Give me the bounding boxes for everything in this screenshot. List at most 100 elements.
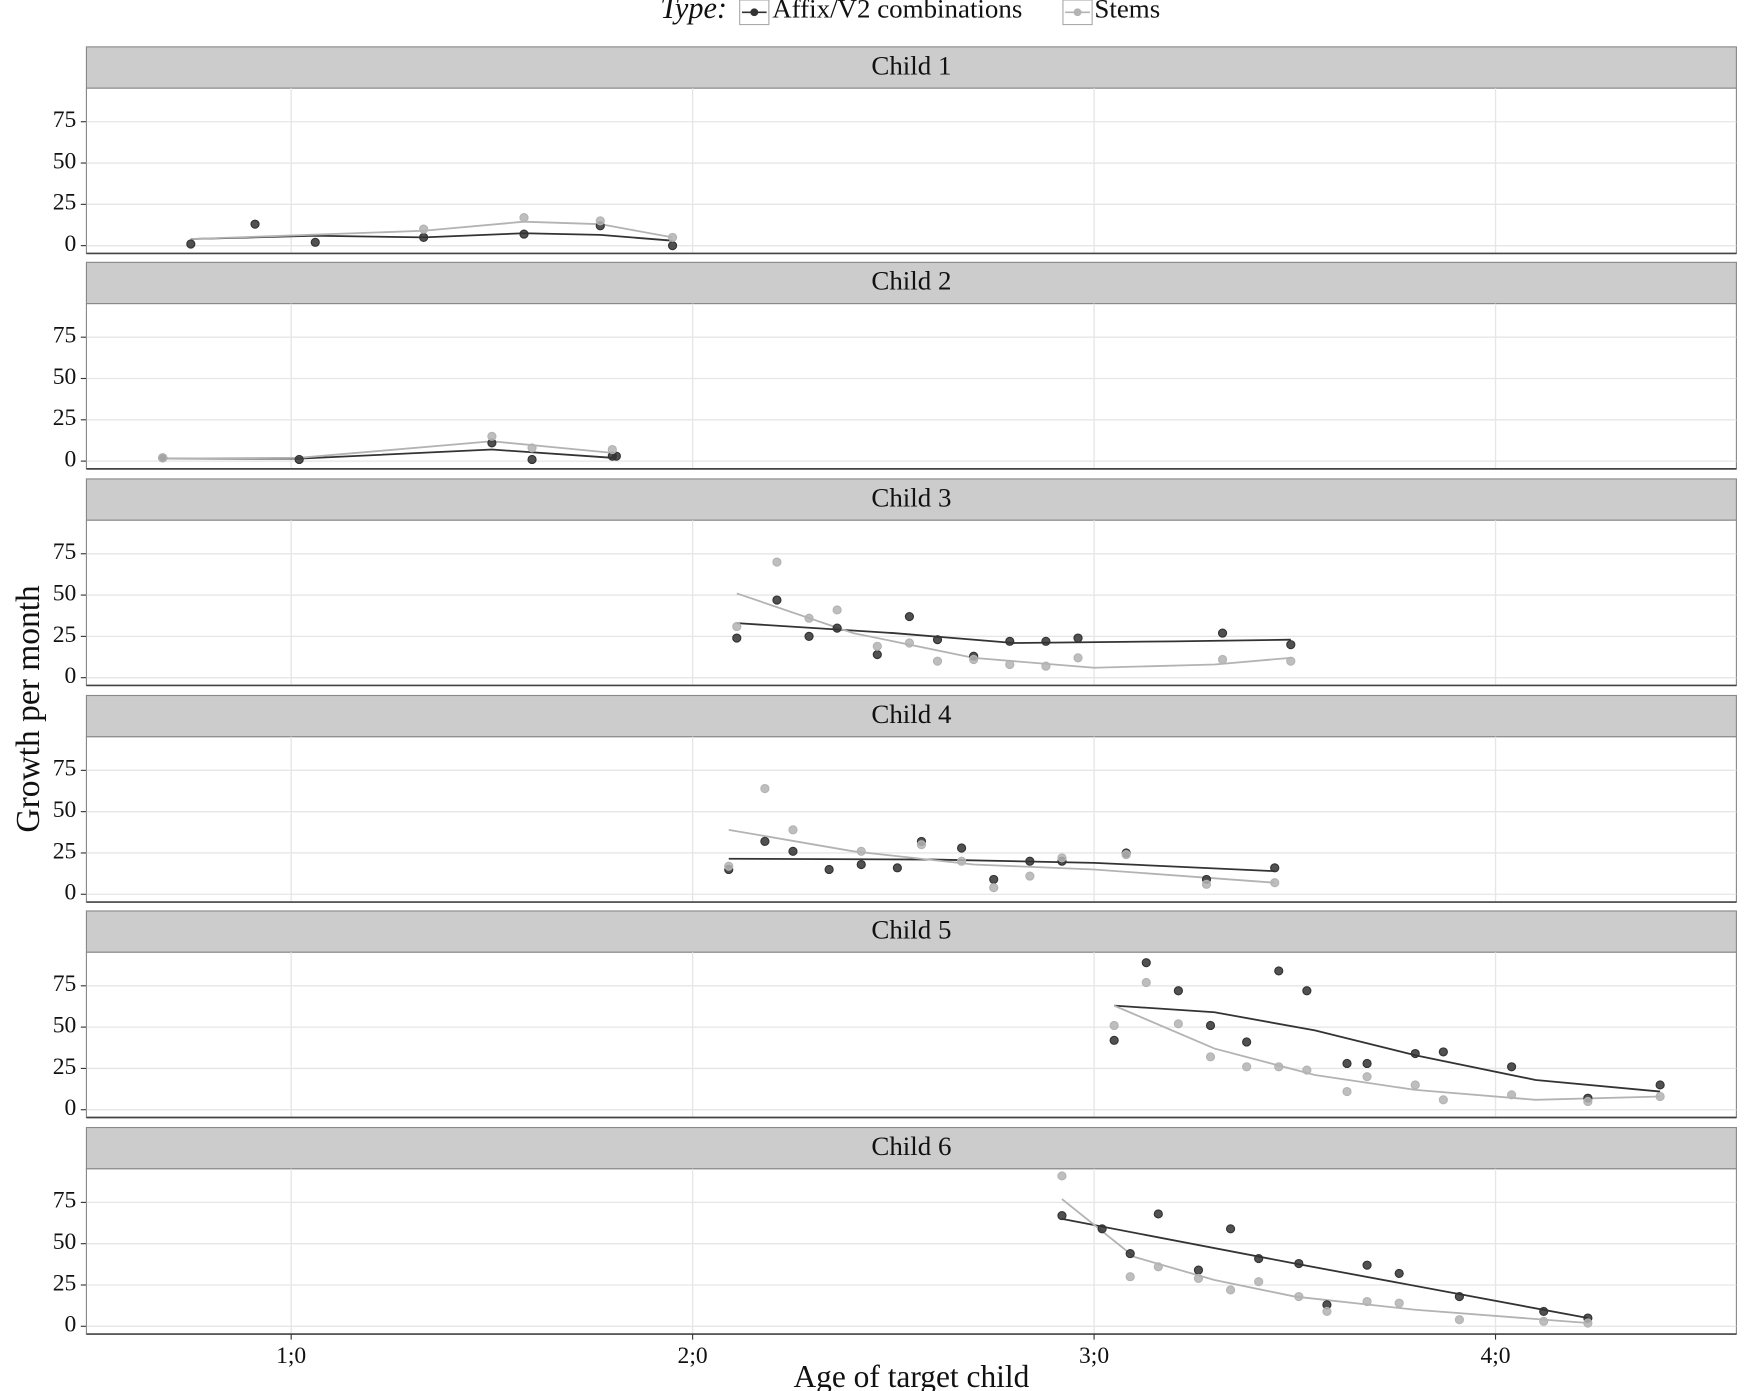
y-tick-label: 50 xyxy=(53,1229,77,1255)
legend-title: Type: xyxy=(660,0,727,25)
y-tick-label: 0 xyxy=(65,1312,77,1338)
point xyxy=(1302,1065,1312,1075)
point xyxy=(1342,1086,1352,1097)
fit-line xyxy=(162,440,613,460)
point xyxy=(310,237,320,247)
x-axis-label: Age of target child xyxy=(794,1359,1030,1391)
fit-line xyxy=(1114,1004,1661,1093)
panel-background xyxy=(85,736,1737,903)
point xyxy=(832,605,842,615)
point xyxy=(1109,1035,1119,1045)
point xyxy=(519,212,529,223)
point xyxy=(611,451,621,461)
point xyxy=(1125,1272,1135,1282)
point xyxy=(1394,1298,1404,1308)
legend-key-dot xyxy=(1073,8,1082,17)
point xyxy=(419,232,429,242)
point xyxy=(1438,1095,1448,1105)
y-tick-label: 0 xyxy=(65,880,77,906)
point xyxy=(519,229,529,239)
point xyxy=(760,836,770,846)
y-axis-label: Growth per month xyxy=(10,585,47,833)
point xyxy=(527,454,537,465)
point xyxy=(1362,1072,1372,1082)
y-tick-label: 50 xyxy=(53,797,77,823)
y-tick-label: 75 xyxy=(53,756,77,782)
x-tick-label: 2;0 xyxy=(678,1343,708,1369)
point xyxy=(1274,1062,1284,1072)
point xyxy=(969,654,979,665)
point xyxy=(1109,1020,1119,1031)
legend-key-dot xyxy=(750,8,759,17)
point xyxy=(804,631,814,641)
point xyxy=(1506,1090,1517,1100)
fit-line xyxy=(728,857,1275,873)
point xyxy=(1438,1047,1448,1057)
point xyxy=(788,846,798,856)
fit-line xyxy=(190,232,673,242)
point xyxy=(772,557,782,567)
panel-background xyxy=(85,951,1737,1119)
point xyxy=(1025,871,1035,881)
strip-title: Child 2 xyxy=(871,266,951,296)
point xyxy=(1205,1020,1216,1031)
point xyxy=(904,638,915,648)
strip-title: Child 1 xyxy=(871,50,951,80)
point xyxy=(1005,659,1015,670)
point xyxy=(932,656,943,666)
point xyxy=(1286,640,1296,650)
y-tick-label: 75 xyxy=(53,1188,77,1214)
point xyxy=(804,613,814,623)
x-tick-label: 4;0 xyxy=(1480,1343,1510,1369)
y-tick-label: 25 xyxy=(53,405,77,431)
point xyxy=(1655,1080,1665,1090)
y-tick-label: 0 xyxy=(65,663,77,689)
point xyxy=(186,239,196,249)
point xyxy=(772,595,782,605)
point xyxy=(724,861,734,871)
point xyxy=(956,856,967,866)
point xyxy=(419,224,429,234)
point xyxy=(1274,966,1284,976)
y-tick-label: 25 xyxy=(53,1054,77,1080)
point xyxy=(1394,1268,1404,1279)
point xyxy=(824,864,834,875)
point xyxy=(1242,1062,1252,1072)
point xyxy=(1025,856,1035,866)
point xyxy=(667,232,678,242)
point xyxy=(1153,1262,1163,1272)
point xyxy=(1362,1058,1372,1069)
point xyxy=(1302,986,1312,996)
y-tick-label: 50 xyxy=(53,364,77,390)
y-tick-label: 0 xyxy=(65,1095,77,1121)
point xyxy=(1173,1019,1183,1029)
point xyxy=(1041,661,1051,671)
point xyxy=(856,859,866,870)
y-tick-label: 50 xyxy=(53,1013,77,1039)
point xyxy=(1254,1253,1264,1264)
point xyxy=(872,641,882,651)
point xyxy=(1270,878,1280,888)
fit-line xyxy=(728,828,1275,884)
point xyxy=(527,443,537,453)
point xyxy=(760,783,770,794)
point xyxy=(294,454,304,465)
strip xyxy=(85,910,1737,953)
panel-background xyxy=(85,87,1737,254)
point xyxy=(1362,1260,1372,1270)
strip-title: Child 5 xyxy=(871,914,951,944)
point xyxy=(989,883,999,893)
point xyxy=(1583,1318,1593,1328)
point xyxy=(1362,1296,1372,1307)
point xyxy=(856,846,866,856)
fit-line xyxy=(1113,1004,1661,1101)
point xyxy=(1225,1224,1236,1234)
point xyxy=(1270,863,1280,873)
point xyxy=(1073,633,1083,643)
point xyxy=(1205,1052,1216,1062)
point xyxy=(1454,1315,1465,1325)
point xyxy=(1125,1249,1135,1259)
point xyxy=(832,623,842,633)
point xyxy=(1410,1048,1420,1059)
